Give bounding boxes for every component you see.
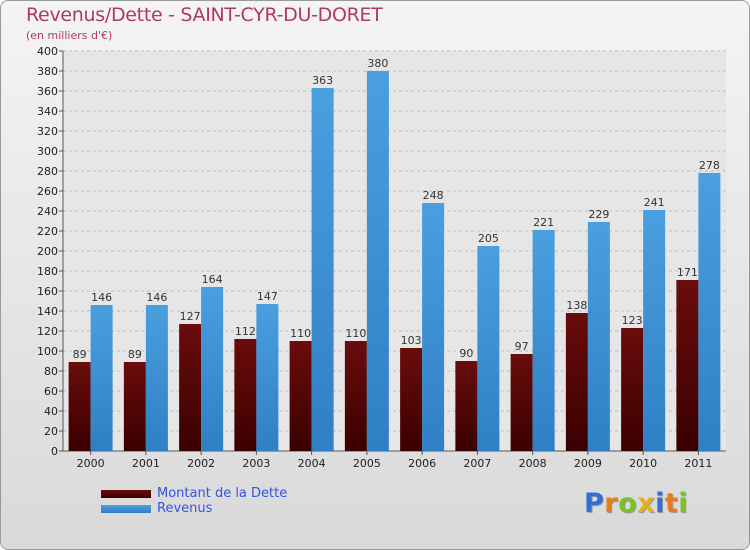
bar-revenue-2011	[698, 173, 721, 451]
bar-revenue-2010	[643, 210, 666, 451]
bar-revenue-2009	[587, 222, 610, 451]
y-tick-label: 200	[37, 245, 58, 258]
data-label-debt-2001: 89	[128, 348, 142, 361]
bar-revenue-2003	[256, 304, 279, 451]
data-label-revenue-2004: 363	[312, 74, 333, 87]
bar-debt-2003	[234, 339, 257, 451]
bar-debt-2004	[289, 341, 312, 451]
y-tick-label: 320	[37, 125, 58, 138]
data-label-revenue-2003: 147	[257, 290, 278, 303]
y-tick-label: 300	[37, 145, 58, 158]
bar-revenue-2004	[311, 88, 334, 451]
x-tick-label-2000: 2000	[77, 457, 105, 470]
bar-revenue-2005	[366, 71, 389, 451]
logo-letter: x	[637, 488, 656, 519]
bar-debt-2005	[344, 341, 367, 451]
data-label-debt-2010: 123	[622, 314, 643, 327]
bar-debt-2011	[676, 280, 699, 451]
y-tick-label: 140	[37, 305, 58, 318]
bar-debt-2007	[455, 361, 478, 451]
data-label-debt-2003: 112	[235, 325, 256, 338]
x-tick-label-2006: 2006	[408, 457, 436, 470]
data-label-debt-2004: 110	[290, 327, 311, 340]
chart-subtitle: (en milliers d'€)	[26, 29, 113, 42]
data-label-revenue-2006: 248	[423, 189, 444, 202]
y-tick-label: 100	[37, 345, 58, 358]
y-tick-label: 260	[37, 185, 58, 198]
legend-label-debt: Montant de la Dette	[157, 486, 288, 501]
logo-letter: r	[604, 488, 619, 519]
bar-debt-2006	[400, 348, 423, 451]
data-label-debt-2011: 171	[677, 266, 698, 279]
logo-letter: i	[678, 488, 689, 519]
data-label-revenue-2001: 146	[146, 291, 167, 304]
data-label-revenue-2009: 229	[588, 208, 609, 221]
data-label-revenue-2008: 221	[533, 216, 554, 229]
bar-debt-2010	[621, 328, 644, 451]
bar-debt-2001	[123, 362, 146, 451]
y-tick-label: 280	[37, 165, 58, 178]
chart-title: Revenus/Dette - SAINT-CYR-DU-DORET	[26, 4, 383, 26]
bar-revenue-2006	[422, 203, 445, 451]
legend-swatch-revenue	[101, 505, 151, 513]
y-tick-label: 340	[37, 105, 58, 118]
data-label-revenue-2005: 380	[367, 57, 388, 70]
x-tick-label-2001: 2001	[132, 457, 160, 470]
x-tick-label-2008: 2008	[519, 457, 547, 470]
y-tick-label: 20	[44, 425, 58, 438]
x-tick-label-2011: 2011	[684, 457, 712, 470]
y-tick-label: 60	[44, 385, 58, 398]
data-label-revenue-2000: 146	[91, 291, 112, 304]
y-tick-label: 40	[44, 405, 58, 418]
legend-swatch-debt	[101, 490, 151, 498]
y-tick-label: 220	[37, 225, 58, 238]
x-tick-label-2010: 2010	[629, 457, 657, 470]
data-label-debt-2005: 110	[345, 327, 366, 340]
bar-revenue-2007	[477, 246, 500, 451]
bar-debt-2002	[179, 324, 202, 451]
x-tick-label-2009: 2009	[574, 457, 602, 470]
bar-revenue-2000	[90, 305, 113, 451]
bar-debt-2008	[510, 354, 533, 451]
logo-letter: P	[584, 488, 605, 519]
y-tick-label: 400	[37, 45, 58, 58]
data-label-debt-2006: 103	[401, 334, 422, 347]
data-label-debt-2007: 90	[459, 347, 473, 360]
logo-letter: i	[655, 488, 665, 519]
bar-revenue-2001	[145, 305, 168, 451]
y-tick-label: 380	[37, 65, 58, 78]
y-tick-label: 80	[44, 365, 58, 378]
data-label-debt-2008: 97	[515, 340, 529, 353]
y-tick-label: 180	[37, 265, 58, 278]
bar-revenue-2002	[201, 287, 224, 451]
data-label-debt-2000: 89	[73, 348, 87, 361]
y-tick-label: 0	[51, 445, 58, 458]
legend-label-revenue: Revenus	[157, 501, 213, 516]
x-tick-label-2004: 2004	[298, 457, 326, 470]
logo-letter: o	[618, 488, 638, 519]
data-label-revenue-2007: 205	[478, 232, 499, 245]
y-tick-label: 360	[37, 85, 58, 98]
bar-debt-2009	[565, 313, 588, 451]
x-tick-label-2003: 2003	[242, 457, 270, 470]
x-tick-label-2005: 2005	[353, 457, 381, 470]
proxiti-logo: Proxiti	[584, 488, 688, 519]
y-tick-label: 240	[37, 205, 58, 218]
y-tick-label: 160	[37, 285, 58, 298]
bar-revenue-2008	[532, 230, 555, 451]
data-label-debt-2002: 127	[180, 310, 201, 323]
data-label-revenue-2002: 164	[202, 273, 223, 286]
y-tick-label: 120	[37, 325, 58, 338]
data-label-revenue-2011: 278	[699, 159, 720, 172]
logo-letter: t	[664, 488, 679, 519]
bar-debt-2000	[68, 362, 91, 451]
x-tick-label-2002: 2002	[187, 457, 215, 470]
x-tick-label-2007: 2007	[463, 457, 491, 470]
data-label-revenue-2010: 241	[644, 196, 665, 209]
data-label-debt-2009: 138	[566, 299, 587, 312]
